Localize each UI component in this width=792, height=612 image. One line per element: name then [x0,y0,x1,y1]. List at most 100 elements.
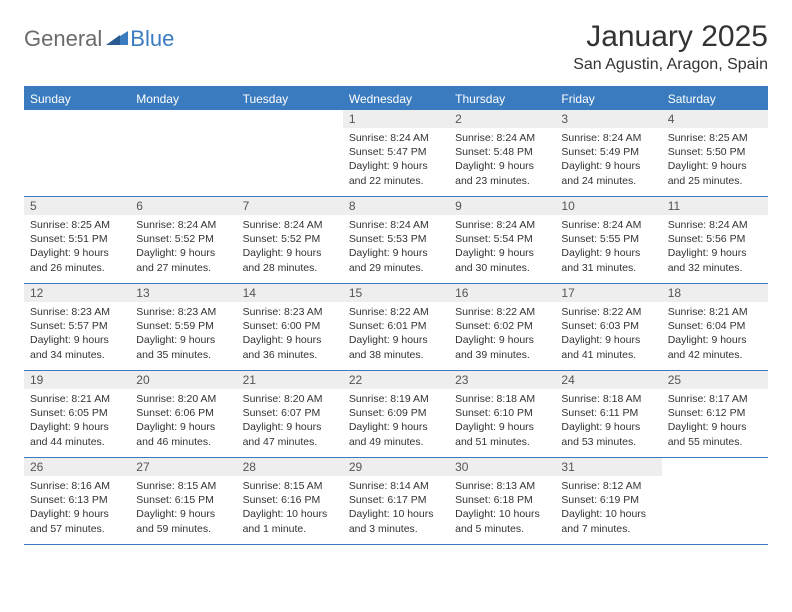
day-content: Sunrise: 8:17 AMSunset: 6:12 PMDaylight:… [662,389,768,453]
day-cell: 14Sunrise: 8:23 AMSunset: 6:00 PMDayligh… [237,284,343,370]
sunrise-line: Sunrise: 8:15 AM [243,479,337,493]
sunset-line: Sunset: 5:53 PM [349,232,443,246]
day-content: Sunrise: 8:24 AMSunset: 5:56 PMDaylight:… [662,215,768,279]
day-content: Sunrise: 8:15 AMSunset: 6:16 PMDaylight:… [237,476,343,540]
sunset-line: Sunset: 6:05 PM [30,406,124,420]
day-header: Wednesday [343,88,449,110]
sunset-line: Sunset: 6:11 PM [561,406,655,420]
day-header: Monday [130,88,236,110]
daylight-line: Daylight: 9 hours and 41 minutes. [561,333,655,361]
sunset-line: Sunset: 5:54 PM [455,232,549,246]
sunset-line: Sunset: 6:19 PM [561,493,655,507]
day-content: Sunrise: 8:25 AMSunset: 5:50 PMDaylight:… [662,128,768,192]
day-cell: 29Sunrise: 8:14 AMSunset: 6:17 PMDayligh… [343,458,449,544]
daylight-line: Daylight: 10 hours and 1 minute. [243,507,337,535]
sunrise-line: Sunrise: 8:13 AM [455,479,549,493]
daylight-line: Daylight: 9 hours and 27 minutes. [136,246,230,274]
sunrise-line: Sunrise: 8:24 AM [243,218,337,232]
sunrise-line: Sunrise: 8:23 AM [243,305,337,319]
day-number: 29 [343,458,449,476]
day-content: Sunrise: 8:24 AMSunset: 5:53 PMDaylight:… [343,215,449,279]
daylight-line: Daylight: 9 hours and 23 minutes. [455,159,549,187]
day-header: Friday [555,88,661,110]
day-content: Sunrise: 8:23 AMSunset: 6:00 PMDaylight:… [237,302,343,366]
week-row: 5Sunrise: 8:25 AMSunset: 5:51 PMDaylight… [24,197,768,284]
sunrise-line: Sunrise: 8:24 AM [455,218,549,232]
sunrise-line: Sunrise: 8:24 AM [349,131,443,145]
sunrise-line: Sunrise: 8:24 AM [668,218,762,232]
sunrise-line: Sunrise: 8:16 AM [30,479,124,493]
day-content: Sunrise: 8:21 AMSunset: 6:04 PMDaylight:… [662,302,768,366]
day-number: 21 [237,371,343,389]
day-header: Saturday [662,88,768,110]
daylight-line: Daylight: 9 hours and 26 minutes. [30,246,124,274]
sunset-line: Sunset: 6:06 PM [136,406,230,420]
daylight-line: Daylight: 9 hours and 49 minutes. [349,420,443,448]
day-number: 18 [662,284,768,302]
day-number: 9 [449,197,555,215]
day-number: 13 [130,284,236,302]
daylight-line: Daylight: 10 hours and 3 minutes. [349,507,443,535]
day-cell: 10Sunrise: 8:24 AMSunset: 5:55 PMDayligh… [555,197,661,283]
logo-triangle-icon [106,29,128,50]
day-cell: 31Sunrise: 8:12 AMSunset: 6:19 PMDayligh… [555,458,661,544]
day-cell: 26Sunrise: 8:16 AMSunset: 6:13 PMDayligh… [24,458,130,544]
day-content: Sunrise: 8:24 AMSunset: 5:47 PMDaylight:… [343,128,449,192]
daylight-line: Daylight: 9 hours and 39 minutes. [455,333,549,361]
day-content: Sunrise: 8:23 AMSunset: 5:57 PMDaylight:… [24,302,130,366]
day-cell: 12Sunrise: 8:23 AMSunset: 5:57 PMDayligh… [24,284,130,370]
day-header: Tuesday [237,88,343,110]
logo-text-blue: Blue [130,26,174,52]
day-number: 25 [662,371,768,389]
day-cell: 9Sunrise: 8:24 AMSunset: 5:54 PMDaylight… [449,197,555,283]
logo: General Blue [24,20,174,52]
day-cell: . [130,110,236,196]
day-cell: . [237,110,343,196]
day-number: 6 [130,197,236,215]
day-cell: 2Sunrise: 8:24 AMSunset: 5:48 PMDaylight… [449,110,555,196]
day-number: 30 [449,458,555,476]
daylight-line: Daylight: 9 hours and 36 minutes. [243,333,337,361]
sunset-line: Sunset: 6:15 PM [136,493,230,507]
day-content: Sunrise: 8:15 AMSunset: 6:15 PMDaylight:… [130,476,236,540]
daylight-line: Daylight: 9 hours and 53 minutes. [561,420,655,448]
day-cell: 21Sunrise: 8:20 AMSunset: 6:07 PMDayligh… [237,371,343,457]
daylight-line: Daylight: 9 hours and 59 minutes. [136,507,230,535]
title-block: January 2025 San Agustin, Aragon, Spain [573,20,768,74]
day-content: Sunrise: 8:25 AMSunset: 5:51 PMDaylight:… [24,215,130,279]
sunrise-line: Sunrise: 8:21 AM [30,392,124,406]
day-content: Sunrise: 8:22 AMSunset: 6:01 PMDaylight:… [343,302,449,366]
day-content: Sunrise: 8:22 AMSunset: 6:03 PMDaylight:… [555,302,661,366]
day-cell: 1Sunrise: 8:24 AMSunset: 5:47 PMDaylight… [343,110,449,196]
sunset-line: Sunset: 5:51 PM [30,232,124,246]
daylight-line: Daylight: 9 hours and 34 minutes. [30,333,124,361]
day-header-row: SundayMondayTuesdayWednesdayThursdayFrid… [24,88,768,110]
day-number: 16 [449,284,555,302]
sunrise-line: Sunrise: 8:20 AM [243,392,337,406]
sunset-line: Sunset: 6:12 PM [668,406,762,420]
sunrise-line: Sunrise: 8:20 AM [136,392,230,406]
day-cell: 30Sunrise: 8:13 AMSunset: 6:18 PMDayligh… [449,458,555,544]
sunset-line: Sunset: 5:59 PM [136,319,230,333]
day-cell: 24Sunrise: 8:18 AMSunset: 6:11 PMDayligh… [555,371,661,457]
day-number: 1 [343,110,449,128]
sunset-line: Sunset: 5:56 PM [668,232,762,246]
day-cell: 4Sunrise: 8:25 AMSunset: 5:50 PMDaylight… [662,110,768,196]
day-number: 26 [24,458,130,476]
day-number: 22 [343,371,449,389]
sunset-line: Sunset: 6:18 PM [455,493,549,507]
day-content: Sunrise: 8:20 AMSunset: 6:06 PMDaylight:… [130,389,236,453]
month-title: January 2025 [573,20,768,54]
daylight-line: Daylight: 9 hours and 51 minutes. [455,420,549,448]
day-content: Sunrise: 8:13 AMSunset: 6:18 PMDaylight:… [449,476,555,540]
day-number: 2 [449,110,555,128]
day-content: Sunrise: 8:23 AMSunset: 5:59 PMDaylight:… [130,302,236,366]
day-number: 7 [237,197,343,215]
sunrise-line: Sunrise: 8:22 AM [561,305,655,319]
day-cell: 15Sunrise: 8:22 AMSunset: 6:01 PMDayligh… [343,284,449,370]
day-number: 10 [555,197,661,215]
day-cell: 8Sunrise: 8:24 AMSunset: 5:53 PMDaylight… [343,197,449,283]
day-cell: . [662,458,768,544]
day-cell: 27Sunrise: 8:15 AMSunset: 6:15 PMDayligh… [130,458,236,544]
day-cell: 18Sunrise: 8:21 AMSunset: 6:04 PMDayligh… [662,284,768,370]
